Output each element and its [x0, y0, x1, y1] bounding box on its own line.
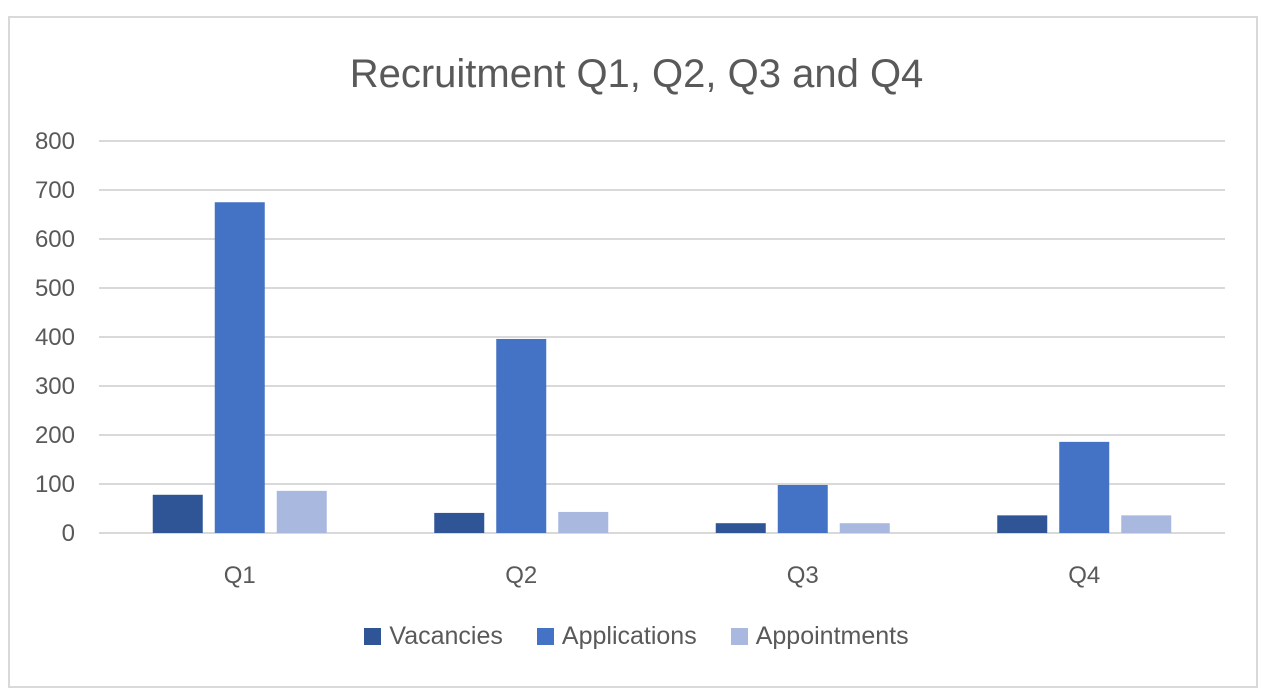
bar-appointments-q1	[276, 490, 327, 533]
bar-applications-q2	[496, 338, 547, 533]
gridlines	[99, 140, 1225, 534]
y-tick-label: 800	[35, 128, 75, 155]
legend-label: Applications	[561, 622, 697, 650]
legend-swatch	[364, 628, 382, 645]
legend-swatch	[730, 628, 748, 645]
x-tick-label: Q3	[787, 562, 819, 589]
bar-vacancies-q4	[997, 515, 1048, 533]
legend-item-vacancies: Vacancies	[364, 622, 503, 651]
y-tick-label: 0	[62, 520, 75, 547]
y-tick-label: 600	[35, 226, 75, 253]
x-tick-label: Q4	[1068, 562, 1100, 589]
x-axis-ticks: Q1 Q2 Q3 Q4	[224, 562, 1101, 589]
y-tick-label: 500	[35, 275, 75, 302]
legend-label: Vacancies	[389, 622, 503, 650]
bar-vacancies-q3	[715, 523, 766, 533]
legend-swatch	[536, 628, 554, 645]
bar-vacancies-q1	[152, 494, 203, 533]
legend-item-appointments: Appointments	[730, 622, 909, 651]
y-tick-label: 700	[35, 177, 75, 204]
y-tick-label: 300	[35, 373, 75, 400]
y-tick-label: 100	[35, 471, 75, 498]
bar-appointments-q2	[558, 511, 609, 533]
bars	[152, 202, 1172, 533]
bar-appointments-q3	[839, 523, 890, 533]
bar-vacancies-q2	[434, 512, 485, 533]
x-tick-label: Q2	[505, 562, 537, 589]
bar-applications-q1	[214, 202, 265, 533]
bar-applications-q3	[777, 484, 828, 533]
y-tick-label: 200	[35, 422, 75, 449]
y-axis-ticks: 0 100 200 300 400 500 600 700 800	[35, 128, 75, 547]
x-tick-label: Q1	[224, 562, 256, 589]
legend: Vacancies Applications Appointments	[0, 622, 1273, 651]
y-tick-label: 400	[35, 324, 75, 351]
legend-item-applications: Applications	[536, 622, 697, 651]
bar-applications-q4	[1059, 441, 1110, 533]
legend-label: Appointments	[755, 622, 909, 650]
bar-appointments-q4	[1121, 515, 1172, 533]
chart-title: Recruitment Q1, Q2, Q3 and Q4	[349, 52, 924, 96]
